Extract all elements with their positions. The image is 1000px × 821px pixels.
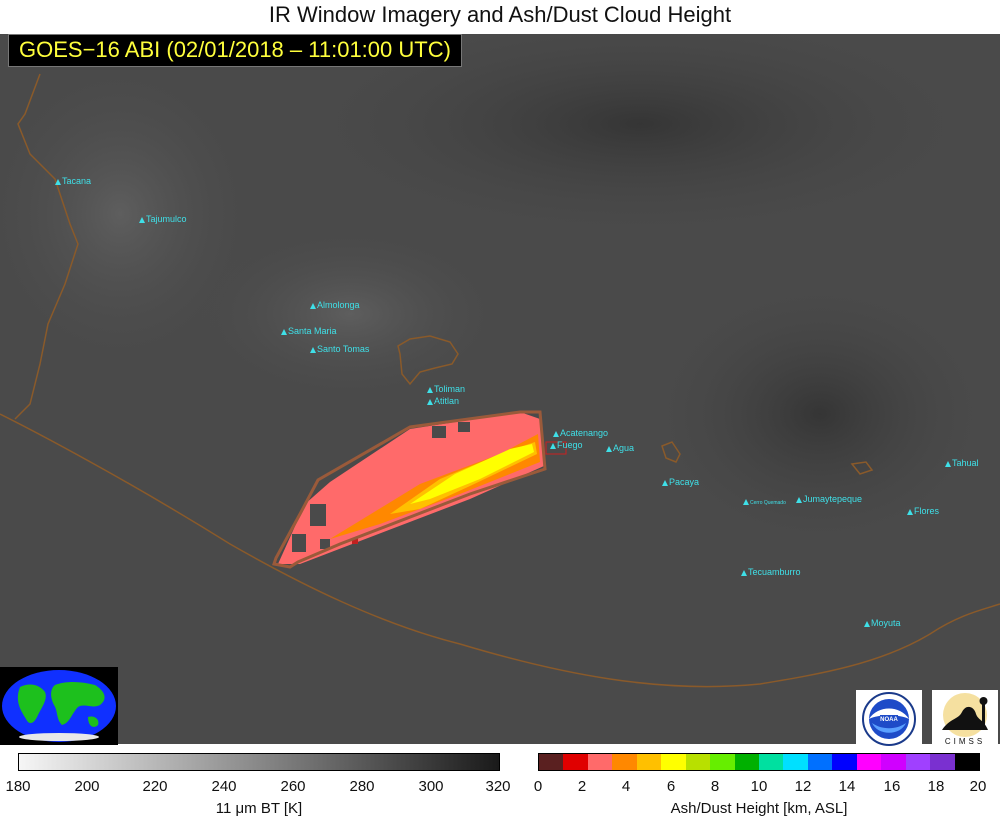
ash-tick: 2: [577, 778, 587, 795]
volcano-icon: [796, 497, 802, 503]
ash-tick: 20: [969, 778, 987, 795]
ash-colorbar-segment: [856, 754, 882, 770]
cimss-emblem-icon: [942, 693, 988, 737]
border-line: [14, 73, 79, 420]
ash-colorbar-segment: [905, 754, 931, 770]
bt-tick: 240: [211, 778, 237, 795]
cimss-logo: CIMSS: [932, 690, 998, 748]
ash-tick: 14: [838, 778, 856, 795]
volcano-icon: [606, 446, 612, 452]
volcano-marker[interactable]: Moyuta: [864, 618, 901, 628]
ash-colorbar-segment: [685, 754, 711, 770]
ash-tick: 8: [710, 778, 720, 795]
subtitle-banner: GOES−16 ABI (02/01/2018 – 11:01:00 UTC): [8, 34, 462, 67]
volcano-icon: [945, 461, 951, 467]
volcano-marker[interactable]: Acatenango: [553, 428, 608, 438]
ash-colorbar-segment: [636, 754, 662, 770]
volcano-marker[interactable]: Agua: [606, 443, 634, 453]
lake-atitlan: [397, 335, 459, 386]
bt-tick: 300: [418, 778, 444, 795]
ash-cloud: [272, 410, 567, 569]
volcano-icon: [662, 480, 668, 486]
ash-colorbar-segment: [661, 754, 687, 770]
volcano-icon: [864, 621, 870, 627]
volcano-marker[interactable]: Jumaytepeque: [796, 494, 862, 504]
volcano-marker[interactable]: Cerro Quemado: [743, 499, 786, 506]
ash-colorbar-segment: [954, 754, 980, 770]
volcano-icon: [553, 431, 559, 437]
ash-colorbar-segment: [563, 754, 589, 770]
ash-colorbar-segment: [783, 754, 809, 770]
ash-tick: 10: [750, 778, 768, 795]
ash-colorbar-segment: [612, 754, 638, 770]
coastline: [0, 413, 1000, 688]
ash-tick: 4: [621, 778, 631, 795]
ash-colorbar-segment: [710, 754, 736, 770]
ash-colorbar-segment: [587, 754, 613, 770]
bt-tick: 180: [5, 778, 31, 795]
bt-tick: 260: [280, 778, 306, 795]
ash-colorbar-segment: [759, 754, 784, 770]
ash-tick: 16: [883, 778, 901, 795]
ash-colorbar-segment: [807, 754, 833, 770]
cimss-label: CIMSS: [944, 737, 986, 746]
volcano-icon: [55, 179, 61, 185]
ash-colorbar-segment: [734, 754, 760, 770]
volcano-icon: [550, 443, 556, 449]
volcano-marker[interactable]: Santa Maria: [281, 326, 337, 336]
volcano-marker[interactable]: Tecuamburro: [741, 567, 801, 577]
ash-tick: 6: [666, 778, 676, 795]
volcano-marker[interactable]: Tajumulco: [139, 214, 187, 224]
satellite-map[interactable]: Tacana Tajumulco Almolonga Santa Maria S…: [0, 34, 1000, 744]
ash-tick: 12: [794, 778, 812, 795]
volcano-icon: [310, 303, 316, 309]
ash-colorbar-segment: [539, 754, 564, 770]
bt-tick: 280: [349, 778, 375, 795]
volcano-marker[interactable]: Atitlan: [427, 396, 459, 406]
bt-tick: 220: [142, 778, 168, 795]
volcano-icon: [427, 387, 433, 393]
bt-colorbar: [18, 753, 500, 771]
volcano-marker[interactable]: Toliman: [427, 384, 465, 394]
volcano-icon: [281, 329, 287, 335]
volcano-icon: [907, 509, 913, 515]
lake-amatitlan: [661, 441, 681, 463]
volcano-icon: [741, 570, 747, 576]
volcano-marker[interactable]: Santo Tomas: [310, 344, 369, 354]
globe-icon: [0, 667, 118, 745]
volcano-icon: [310, 347, 316, 353]
volcano-icon: [139, 217, 145, 223]
svg-text:NOAA: NOAA: [880, 717, 898, 723]
ash-tick: 18: [927, 778, 945, 795]
bt-tick: 320: [485, 778, 511, 795]
ash-colorbar-segment: [881, 754, 907, 770]
volcano-marker[interactable]: Pacaya: [662, 477, 699, 487]
map-canvas: [0, 34, 1000, 744]
volcano-marker[interactable]: Fuego: [550, 440, 583, 450]
volcano-icon: [743, 499, 749, 505]
page-title: IR Window Imagery and Ash/Dust Cloud Hei…: [268, 2, 732, 27]
volcano-marker[interactable]: Tahual: [945, 458, 979, 468]
noaa-logo: NOAA: [856, 690, 922, 748]
volcano-icon: [427, 399, 433, 405]
lake-east: [850, 461, 874, 475]
volcano-marker[interactable]: Flores: [907, 506, 939, 516]
volcano-marker[interactable]: Almolonga: [310, 300, 360, 310]
ash-colorbar-segment: [832, 754, 858, 770]
volcano-marker[interactable]: Tacana: [55, 176, 91, 186]
noaa-emblem-icon: NOAA: [862, 692, 916, 746]
bt-colorbar-label: 11 μm BT [K]: [215, 800, 303, 817]
bt-tick: 200: [74, 778, 100, 795]
ash-tick: 0: [533, 778, 543, 795]
ash-colorbar: [538, 753, 980, 771]
ash-colorbar-label: Ash/Dust Height [km, ASL]: [670, 800, 848, 817]
ash-colorbar-segment: [930, 754, 956, 770]
